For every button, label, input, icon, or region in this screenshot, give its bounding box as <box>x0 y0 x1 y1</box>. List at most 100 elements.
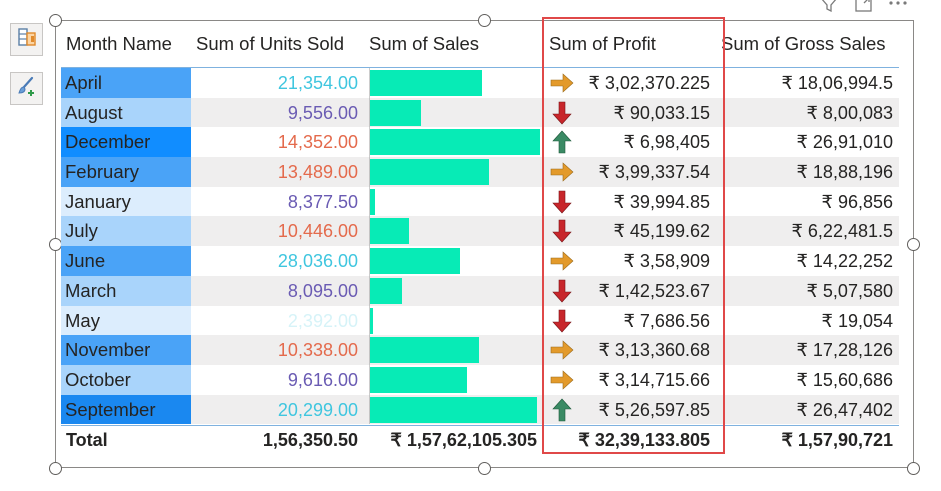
cell-units: 28,036.00 <box>277 251 358 272</box>
cell-gross-sales: ₹ 26,91,010 <box>796 132 893 153</box>
total-profit: ₹ 32,39,133.805 <box>578 430 710 450</box>
cell-profit: ₹ 3,14,715.66 <box>598 369 710 390</box>
cell-gross-sales: ₹ 18,06,994.5 <box>781 73 893 93</box>
cell-units: 21,354.00 <box>277 73 358 93</box>
resize-handle-tc[interactable] <box>478 14 491 27</box>
cell-month: December <box>61 127 191 158</box>
table-format-icon <box>16 26 38 53</box>
cell-units: 8,095.00 <box>287 280 358 301</box>
format-visual-button[interactable] <box>10 72 43 105</box>
col-header-sales[interactable]: Sum of Sales <box>369 33 480 54</box>
total-sales: ₹ 1,57,62,105.305 <box>390 430 537 450</box>
cell-units: 14,352.00 <box>277 132 358 153</box>
table-row[interactable]: April 21,354.00 ₹ 3,02,370.225 ₹ 18,06,994.… <box>61 68 899 98</box>
table-row[interactable]: September 20,299.00 ₹ 5,26,597.85 ₹ 26,47,4… <box>61 394 899 425</box>
cell-profit: ₹ 3,02,370.225 <box>588 73 710 93</box>
sales-data-bar <box>370 129 540 156</box>
sales-data-bar <box>370 99 421 126</box>
cell-month: January <box>61 186 191 217</box>
table-total-row: Total 1,56,350.50 ₹ 1,57,62,105.305 ₹ 32… <box>61 425 899 458</box>
focus-mode-button[interactable] <box>855 0 873 14</box>
trend-down-arrow-icon <box>549 100 575 126</box>
cell-units: 8,377.50 <box>287 191 358 212</box>
filter-button[interactable] <box>820 0 838 14</box>
table-row[interactable]: May 2,392.00 ₹ 7,686.56 ₹ 19,054 <box>61 305 899 336</box>
table-row[interactable]: February 13,489.00 ₹ 3,99,337.54 ₹ 18,88,19… <box>61 157 899 187</box>
cell-profit: ₹ 7,686.56 <box>623 310 710 331</box>
sales-bar-baseline <box>369 157 370 187</box>
trend-right-arrow-icon <box>549 159 575 185</box>
trend-right-arrow-icon <box>549 248 575 274</box>
cell-profit: ₹ 6,98,405 <box>623 132 710 153</box>
table-row[interactable]: October 9,616.00 ₹ 3,14,715.66 ₹ 15,60,686 <box>61 364 899 395</box>
cell-gross-sales: ₹ 18,88,196 <box>796 162 893 183</box>
sales-bar-baseline <box>369 216 370 247</box>
resize-handle-bc[interactable] <box>478 462 491 475</box>
sales-bar-baseline <box>369 275 370 306</box>
sales-data-bar <box>370 159 489 186</box>
cell-month: March <box>61 275 191 306</box>
sales-data-bar <box>370 218 410 245</box>
cell-units: 2,392.00 <box>287 310 358 331</box>
cell-profit: ₹ 39,994.85 <box>613 191 710 212</box>
table-row[interactable]: November 10,338.00 ₹ 3,13,360.68 ₹ 17,28,12… <box>61 335 899 365</box>
resize-handle-br[interactable] <box>907 462 920 475</box>
table-row[interactable]: August 9,556.00 ₹ 90,033.15 ₹ 8,00,083 <box>61 97 899 128</box>
cell-profit: ₹ 3,13,360.68 <box>598 340 710 361</box>
cell-profit: ₹ 45,199.62 <box>613 221 710 242</box>
more-options-button[interactable] <box>888 0 908 14</box>
col-header-gross[interactable]: Sum of Gross Sales <box>721 33 886 54</box>
table-row[interactable]: March 8,095.00 ₹ 1,42,523.67 ₹ 5,07,580 <box>61 275 899 306</box>
trend-down-arrow-icon <box>549 218 575 244</box>
cell-gross-sales: ₹ 15,60,686 <box>796 369 893 390</box>
cell-units: 9,556.00 <box>287 102 358 123</box>
cell-gross-sales: ₹ 14,22,252 <box>796 251 893 272</box>
cell-profit: ₹ 1,42,523.67 <box>598 280 710 301</box>
total-units: 1,56,350.50 <box>262 430 358 450</box>
col-header-month[interactable]: Month Name <box>66 33 172 54</box>
trend-up-arrow-icon <box>549 397 575 423</box>
sales-data-bar <box>370 70 483 96</box>
sales-bar-baseline <box>369 186 370 217</box>
cell-units: 9,616.00 <box>287 369 358 390</box>
cell-profit: ₹ 3,58,909 <box>623 251 710 272</box>
sales-data-bar <box>370 366 467 393</box>
resize-handle-bl[interactable] <box>49 462 62 475</box>
sales-bar-baseline <box>369 305 370 336</box>
cell-month: April <box>61 68 191 98</box>
resize-handle-r[interactable] <box>907 238 920 251</box>
sales-data-bar <box>370 248 461 275</box>
sales-bar-baseline <box>369 394 370 425</box>
table-row[interactable]: January 8,377.50 ₹ 39,994.85 ₹ 96,856 <box>61 186 899 217</box>
table-body: April 21,354.00 ₹ 3,02,370.225 ₹ 18,06,994.… <box>61 68 899 425</box>
table-row[interactable]: June 28,036.00 ₹ 3,58,909 ₹ 14,22,252 <box>61 246 899 276</box>
trend-right-arrow-icon <box>549 70 575 96</box>
sales-bar-baseline <box>369 246 370 276</box>
sales-data-bar <box>370 277 403 304</box>
cell-gross-sales: ₹ 5,07,580 <box>806 280 893 301</box>
filter-icon <box>820 0 838 17</box>
resize-handle-tl[interactable] <box>49 14 62 27</box>
build-visual-button[interactable] <box>10 23 43 56</box>
table-row[interactable]: July 10,446.00 ₹ 45,199.62 ₹ 6,22,481.5 <box>61 216 899 247</box>
profit-column-highlight <box>542 17 725 454</box>
cell-gross-sales: ₹ 96,856 <box>821 191 893 212</box>
total-gross: ₹ 1,57,90,721 <box>781 430 893 450</box>
table-row[interactable]: December 14,352.00 ₹ 6,98,405 ₹ 26,91,010 <box>61 127 899 158</box>
sales-data-bar <box>370 396 537 423</box>
cell-gross-sales: ₹ 8,00,083 <box>806 102 893 123</box>
sales-bar-baseline <box>369 335 370 365</box>
cell-gross-sales: ₹ 19,054 <box>821 310 893 331</box>
focus-mode-icon <box>855 0 873 17</box>
cell-month: June <box>61 246 191 276</box>
trend-right-arrow-icon <box>549 367 575 393</box>
cell-units: 10,446.00 <box>277 221 358 242</box>
cell-month: September <box>61 394 191 425</box>
trend-up-arrow-icon <box>549 129 575 155</box>
cell-month: October <box>61 364 191 395</box>
trend-down-arrow-icon <box>549 308 575 334</box>
col-header-profit[interactable]: Sum of Profit <box>549 33 656 54</box>
cell-gross-sales: ₹ 6,22,481.5 <box>791 221 893 242</box>
col-header-units[interactable]: Sum of Units Sold <box>196 33 345 54</box>
cell-profit: ₹ 5,26,597.85 <box>598 399 710 420</box>
